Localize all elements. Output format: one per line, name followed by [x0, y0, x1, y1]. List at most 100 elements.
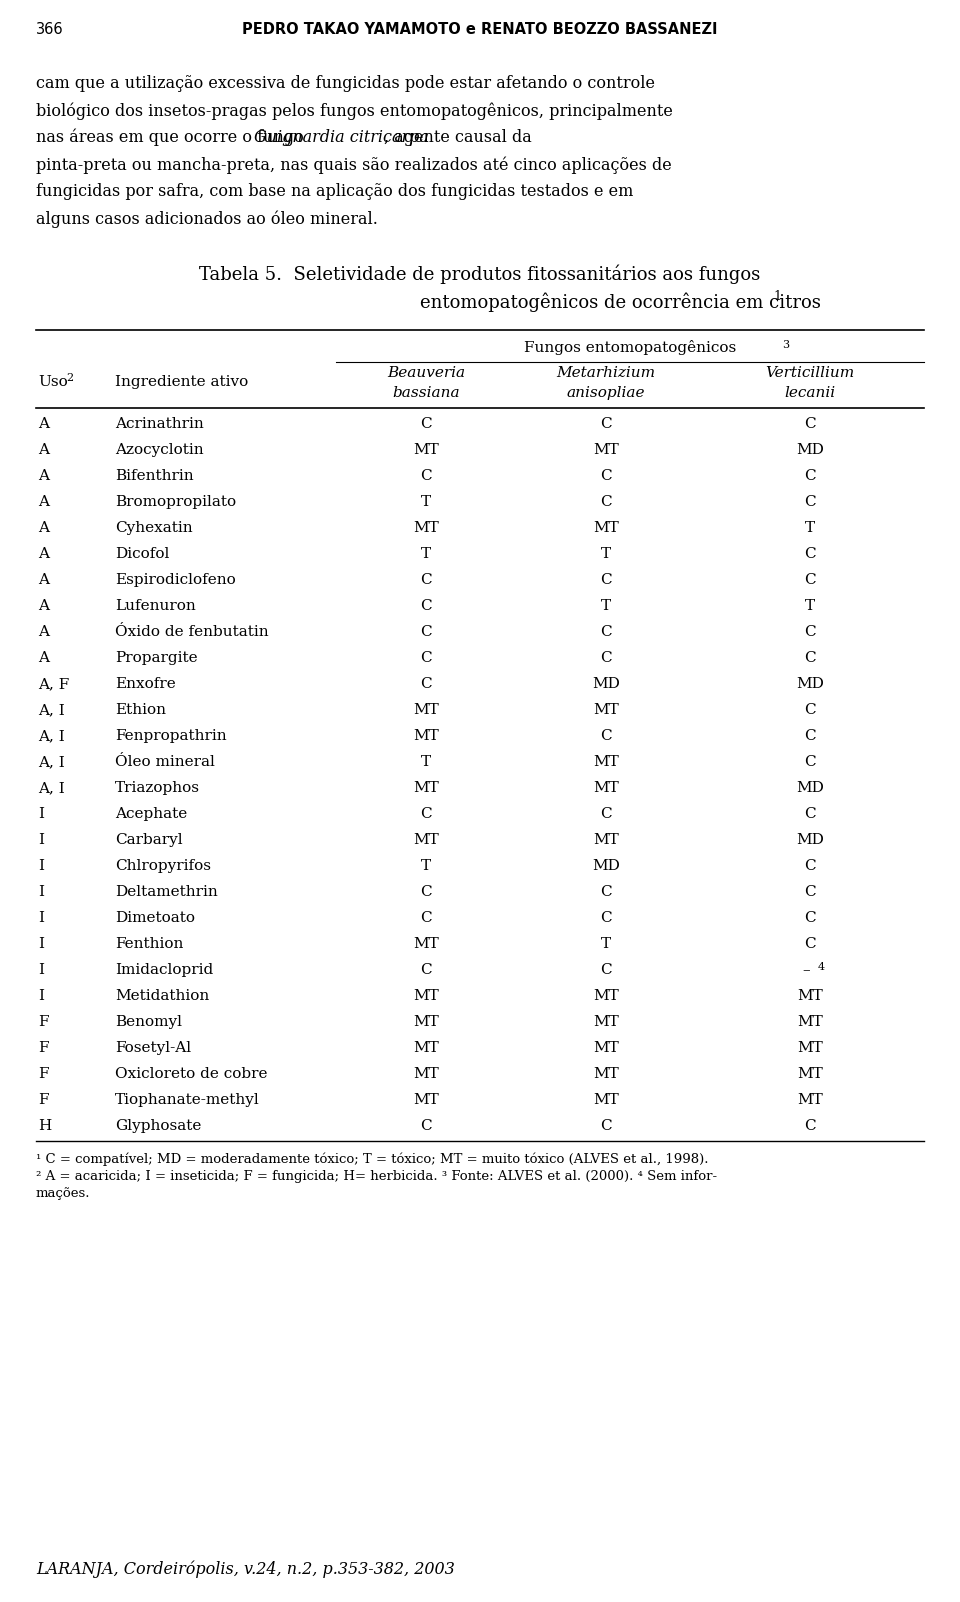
- Text: T: T: [804, 521, 815, 535]
- Text: , agente causal da: , agente causal da: [384, 130, 532, 146]
- Text: I: I: [38, 884, 44, 899]
- Text: Dimetoato: Dimetoato: [115, 912, 195, 924]
- Text: Cyhexatin: Cyhexatin: [115, 521, 193, 535]
- Text: –: –: [803, 963, 810, 977]
- Text: Tiophanate-methyl: Tiophanate-methyl: [115, 1093, 260, 1107]
- Text: Oxicloreto de cobre: Oxicloreto de cobre: [115, 1067, 268, 1081]
- Text: A: A: [38, 495, 49, 509]
- Text: I: I: [38, 988, 44, 1003]
- Text: Fenpropathrin: Fenpropathrin: [115, 729, 227, 743]
- Text: C: C: [804, 807, 816, 820]
- Text: Fungos entomopatogênicos: Fungos entomopatogênicos: [524, 340, 736, 356]
- Text: MT: MT: [797, 1041, 823, 1056]
- Text: T: T: [420, 495, 431, 509]
- Text: C: C: [600, 574, 612, 586]
- Text: 366: 366: [36, 22, 63, 37]
- Text: F: F: [38, 1016, 49, 1028]
- Text: MD: MD: [592, 678, 620, 690]
- Text: I: I: [38, 833, 44, 847]
- Text: Óxido de fenbutatin: Óxido de fenbutatin: [115, 625, 269, 639]
- Text: MT: MT: [593, 1041, 619, 1056]
- Text: Bifenthrin: Bifenthrin: [115, 469, 194, 482]
- Text: C: C: [600, 729, 612, 743]
- Text: MT: MT: [593, 782, 619, 795]
- Text: pinta-preta ou mancha-preta, nas quais são realizados até cinco aplicações de: pinta-preta ou mancha-preta, nas quais s…: [36, 155, 672, 173]
- Text: C: C: [804, 703, 816, 718]
- Text: C: C: [804, 755, 816, 769]
- Text: A: A: [38, 650, 49, 665]
- Text: A: A: [38, 469, 49, 482]
- Text: MD: MD: [796, 782, 824, 795]
- Text: C: C: [804, 937, 816, 952]
- Text: lecanii: lecanii: [784, 386, 835, 400]
- Text: A: A: [38, 417, 49, 431]
- Text: C: C: [600, 650, 612, 665]
- Text: Benomyl: Benomyl: [115, 1016, 182, 1028]
- Text: Fosetyl-Al: Fosetyl-Al: [115, 1041, 191, 1056]
- Text: A, I: A, I: [38, 782, 64, 795]
- Text: C: C: [804, 469, 816, 482]
- Text: Metarhizium: Metarhizium: [557, 365, 656, 380]
- Text: C: C: [600, 912, 612, 924]
- Text: C: C: [600, 417, 612, 431]
- Text: ¹ C = compatível; MD = moderadamente tóxico; T = tóxico; MT = muito tóxico (ALVE: ¹ C = compatível; MD = moderadamente tóx…: [36, 1153, 708, 1166]
- Text: 1: 1: [773, 290, 781, 303]
- Text: Carbaryl: Carbaryl: [115, 833, 182, 847]
- Text: Acephate: Acephate: [115, 807, 187, 820]
- Text: T: T: [420, 546, 431, 561]
- Text: T: T: [601, 937, 612, 952]
- Text: MT: MT: [797, 1067, 823, 1081]
- Text: C: C: [420, 678, 432, 690]
- Text: Ingrediente ativo: Ingrediente ativo: [115, 375, 249, 389]
- Text: C: C: [804, 546, 816, 561]
- Text: C: C: [600, 469, 612, 482]
- Text: I: I: [38, 859, 44, 873]
- Text: MT: MT: [413, 833, 439, 847]
- Text: C: C: [804, 1120, 816, 1133]
- Text: Espirodiclofeno: Espirodiclofeno: [115, 574, 236, 586]
- Text: MT: MT: [593, 521, 619, 535]
- Text: 3: 3: [782, 340, 789, 349]
- Text: MT: MT: [593, 703, 619, 718]
- Text: F: F: [38, 1041, 49, 1056]
- Text: Propargite: Propargite: [115, 650, 198, 665]
- Text: entomopatogênicos de ocorrência em citros: entomopatogênicos de ocorrência em citro…: [420, 293, 821, 312]
- Text: Ethion: Ethion: [115, 703, 166, 718]
- Text: T: T: [804, 599, 815, 614]
- Text: MT: MT: [593, 755, 619, 769]
- Text: PEDRO TAKAO YAMAMOTO e RENATO BEOZZO BASSANEZI: PEDRO TAKAO YAMAMOTO e RENATO BEOZZO BAS…: [242, 22, 718, 37]
- Text: LARANJA, Cordeirópolis, v.24, n.2, p.353-382, 2003: LARANJA, Cordeirópolis, v.24, n.2, p.353…: [36, 1560, 455, 1578]
- Text: Imidacloprid: Imidacloprid: [115, 963, 213, 977]
- Text: A: A: [38, 546, 49, 561]
- Text: MD: MD: [592, 859, 620, 873]
- Text: Lufenuron: Lufenuron: [115, 599, 196, 614]
- Text: MT: MT: [797, 1016, 823, 1028]
- Text: I: I: [38, 807, 44, 820]
- Text: C: C: [420, 912, 432, 924]
- Text: MT: MT: [413, 782, 439, 795]
- Text: MD: MD: [796, 678, 824, 690]
- Text: MT: MT: [593, 1093, 619, 1107]
- Text: A: A: [38, 625, 49, 639]
- Text: Óleo mineral: Óleo mineral: [115, 755, 215, 769]
- Text: T: T: [601, 599, 612, 614]
- Text: C: C: [600, 495, 612, 509]
- Text: MT: MT: [593, 1067, 619, 1081]
- Text: Fenthion: Fenthion: [115, 937, 183, 952]
- Text: C: C: [420, 574, 432, 586]
- Text: MT: MT: [797, 988, 823, 1003]
- Text: A, F: A, F: [38, 678, 69, 690]
- Text: A: A: [38, 521, 49, 535]
- Text: C: C: [804, 574, 816, 586]
- Text: C: C: [600, 1120, 612, 1133]
- Text: I: I: [38, 963, 44, 977]
- Text: MD: MD: [796, 444, 824, 457]
- Text: MT: MT: [593, 988, 619, 1003]
- Text: MT: MT: [413, 988, 439, 1003]
- Text: ² A = acaricida; I = inseticida; F = fungicida; H= herbicida. ³ Fonte: ALVES et : ² A = acaricida; I = inseticida; F = fun…: [36, 1169, 717, 1182]
- Text: A: A: [38, 444, 49, 457]
- Text: MT: MT: [413, 703, 439, 718]
- Text: C: C: [600, 884, 612, 899]
- Text: Dicofol: Dicofol: [115, 546, 169, 561]
- Text: MT: MT: [593, 444, 619, 457]
